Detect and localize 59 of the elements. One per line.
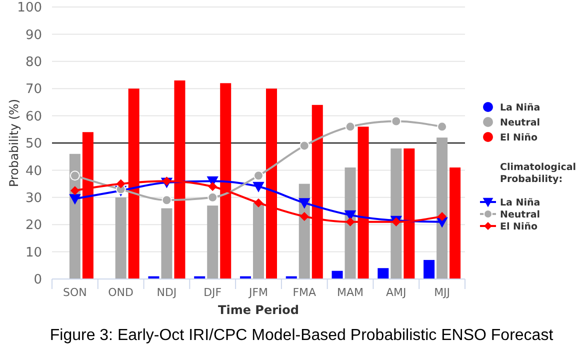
bar	[424, 260, 435, 279]
y-tick-label: 0	[34, 272, 42, 288]
point	[208, 182, 218, 192]
point	[437, 122, 448, 132]
point	[391, 116, 402, 126]
bar	[450, 167, 461, 279]
point	[252, 182, 264, 192]
point	[299, 140, 310, 151]
x-tick-label: MJJ	[434, 286, 450, 299]
x-tick-label: MAM	[337, 286, 364, 299]
x-axis-title: Time Period	[218, 303, 299, 317]
y-tick-label: 60	[25, 109, 42, 124]
y-tick-label: 40	[25, 164, 42, 179]
y-tick-label: 30	[25, 190, 42, 206]
y-tick-label: 50	[25, 136, 42, 152]
point	[70, 186, 80, 196]
bar	[332, 270, 343, 279]
point	[69, 194, 81, 205]
point	[162, 195, 172, 206]
y-axis-title: Probability (%)	[7, 98, 21, 188]
point	[300, 212, 309, 221]
legend-label: La Niña	[500, 197, 540, 208]
x-tick-label: JFM	[248, 286, 268, 299]
y-tick-label: 80	[25, 54, 42, 70]
x-tick-label: OND	[108, 286, 134, 299]
x-tick-label: SON	[63, 286, 87, 299]
y-tick-label: 20	[25, 218, 42, 234]
x-tick-label: FMA	[292, 286, 317, 299]
legend-title: Climatological Probability:	[500, 162, 576, 185]
legend-label: El Niño	[500, 132, 538, 144]
point	[346, 217, 355, 226]
point	[298, 198, 310, 209]
legend-label: Neutral	[500, 117, 540, 128]
point	[438, 212, 447, 221]
point	[70, 170, 80, 181]
y-tick-label: 90	[25, 28, 42, 43]
legend-label: La Niña	[500, 102, 540, 114]
bar	[436, 138, 448, 279]
bar	[378, 268, 389, 279]
point	[254, 198, 263, 208]
x-tick-label: DJF	[204, 286, 222, 299]
legend-label: Neutral	[500, 209, 540, 220]
bar	[115, 197, 126, 279]
x-tick-label: AMJ	[386, 286, 406, 299]
point	[162, 176, 172, 186]
point	[116, 179, 126, 188]
x-tick-label: NDJ	[156, 286, 177, 299]
legend-label: El Niño	[500, 221, 538, 232]
bar	[161, 208, 172, 279]
bar	[253, 202, 264, 279]
y-tick-label: 100	[17, 0, 42, 16]
y-tick-label: 10	[25, 245, 42, 260]
y-tick-label: 70	[25, 82, 42, 98]
bar	[390, 148, 402, 279]
text: Figure 3: Early-Oct IRI/CPC Model-Based Probabilistic ENSO Forecast	[50, 327, 554, 344]
point	[208, 192, 218, 202]
bar	[207, 206, 218, 279]
point	[254, 170, 264, 181]
point	[345, 122, 356, 132]
